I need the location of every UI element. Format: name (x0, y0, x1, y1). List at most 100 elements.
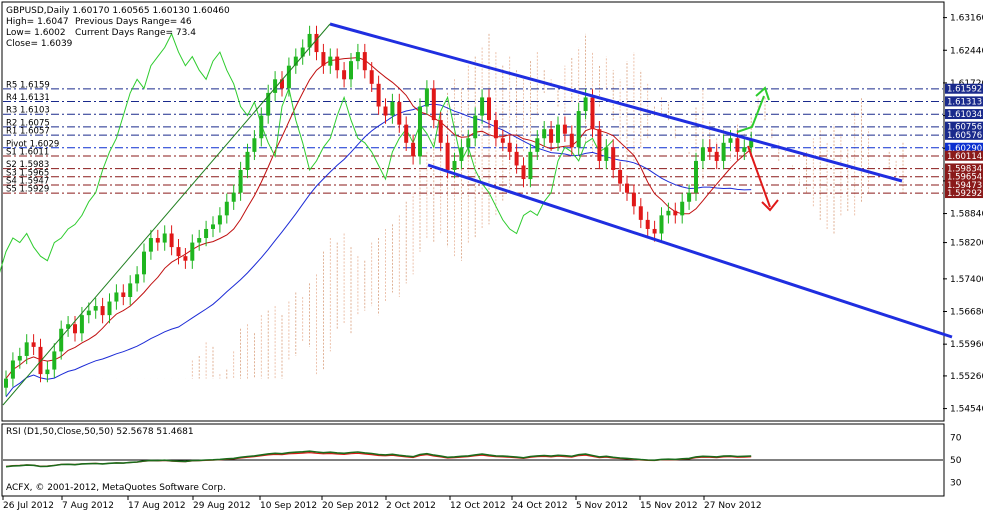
candle-body (10, 360, 15, 379)
price-tag (945, 109, 983, 120)
header-low: Low= 1.6002 (6, 28, 66, 38)
candle-body (687, 192, 692, 202)
candle-body (73, 324, 77, 334)
candle-body (321, 52, 326, 66)
price-tag-label: 1.60114 (947, 152, 982, 162)
price-tag (945, 188, 983, 199)
header-prev-range: Previous Days Range= 46 (75, 17, 192, 27)
candle-body (59, 328, 64, 352)
candle-body (383, 106, 388, 116)
candle-body (500, 138, 505, 143)
candle-body (93, 306, 98, 311)
candle-body (431, 88, 436, 121)
rsi-plot-frame (1, 423, 945, 497)
price-tag-label: 1.59654 (947, 173, 982, 183)
candle-body (487, 97, 491, 121)
y-tick-label: 1.62440 (950, 46, 983, 56)
candle-body (162, 233, 167, 243)
candle-body (680, 201, 685, 216)
x-tick-label: 7 Aug 2012 (62, 501, 114, 511)
header-close: Close= 1.6039 (6, 39, 73, 49)
candle-body (493, 120, 498, 139)
candle-body (4, 378, 8, 388)
price-tag-label: 1.61592 (947, 85, 982, 95)
candle-body (204, 228, 209, 239)
candle-body (252, 138, 257, 152)
candle-body (438, 120, 443, 143)
candle-body (86, 310, 91, 316)
candle-body (597, 129, 602, 161)
candle-body (266, 92, 271, 116)
candle-body (411, 142, 416, 157)
candle-body (155, 238, 160, 243)
candle-body (535, 138, 540, 152)
candle-body (280, 79, 284, 89)
candle-body (342, 70, 347, 80)
candle-body (307, 33, 312, 48)
candle-body (148, 238, 153, 252)
rsi-axis-label: 30 (950, 479, 962, 489)
candle-body (714, 151, 719, 161)
pivot-label: S2 1.5983 (6, 160, 49, 170)
y-tick-label: 1.57400 (950, 275, 983, 285)
x-tick-label: 26 Jul 2012 (3, 501, 54, 511)
candle-body (528, 151, 533, 180)
candle-body (652, 228, 657, 234)
price-tag (945, 121, 983, 132)
candle-body (17, 355, 22, 361)
candle-body (190, 242, 195, 261)
chikou-line (0, 32, 614, 274)
price-tag-label: 1.60576 (947, 131, 982, 141)
up-arrow-icon (736, 95, 765, 133)
x-tick-label: 10 Sep 2012 (260, 501, 317, 511)
candle-body (259, 115, 264, 139)
candle-body (211, 224, 215, 229)
candle-body (107, 301, 112, 316)
candle-body (459, 147, 464, 161)
price-tag (945, 171, 983, 182)
pivot-label: R5 1.6159 (6, 80, 50, 90)
candle-body (618, 170, 623, 184)
pivot-label: S3 1.5965 (6, 168, 49, 178)
y-tick-label: 1.54540 (950, 405, 983, 415)
header-symbol-line: GBPUSD,Daily 1.60170 1.60565 1.60130 1.6… (6, 6, 230, 16)
pivot-label: R1 1.6057 (6, 127, 50, 137)
pivot-label: Pivot 1.6029 (6, 139, 59, 149)
candle-body (707, 147, 712, 152)
candle-body (376, 83, 381, 107)
candle-body (480, 97, 485, 116)
candle-body (452, 160, 457, 170)
candle-body (742, 147, 747, 152)
candle-body (549, 129, 554, 143)
y-tick-label: 1.56680 (950, 308, 983, 318)
candle-body (404, 124, 409, 143)
candle-body (176, 247, 181, 257)
candle-body (31, 342, 36, 347)
candle-body (224, 201, 229, 216)
price-tag-label: 1.59834 (947, 164, 982, 174)
uptrend-line (2, 23, 331, 406)
candle-body (507, 142, 512, 152)
candle-body (121, 292, 126, 297)
x-tick-label: 12 Oct 2012 (450, 501, 506, 511)
y-tick-label: 1.55260 (950, 372, 983, 382)
pivot-label: R3 1.6103 (6, 106, 50, 116)
candle-body (514, 151, 519, 166)
candle-body (659, 215, 664, 234)
candle-body (335, 56, 340, 71)
candle-body (721, 142, 726, 161)
kijun-line (5, 103, 752, 398)
x-tick-label: 17 Aug 2012 (128, 501, 186, 511)
pivot-label: R4 1.6131 (6, 93, 50, 103)
x-tick-label: 24 Oct 2012 (512, 501, 568, 511)
copyright-text: ACFX, © 2001-2012, MetaQuotes Software C… (6, 483, 226, 493)
candle-body (735, 138, 740, 152)
y-tick-label: 1.63160 (950, 14, 983, 24)
candle-body (100, 306, 105, 316)
candle-body (397, 101, 402, 125)
x-tick-label: 5 Nov 2012 (576, 501, 628, 511)
rsi-axis-label: 50 (950, 456, 962, 466)
x-tick-label: 20 Sep 2012 (322, 501, 379, 511)
main-plot-frame (1, 1, 945, 422)
